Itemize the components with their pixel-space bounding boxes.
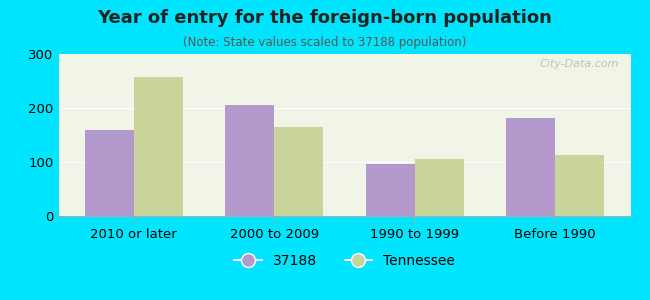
Text: City-Data.com: City-Data.com: [540, 59, 619, 69]
Bar: [134, 77, 183, 216]
Bar: [84, 130, 134, 216]
Bar: [415, 159, 464, 216]
Legend: 37188, Tennessee: 37188, Tennessee: [228, 249, 461, 274]
Bar: [365, 164, 415, 216]
Bar: [225, 105, 274, 216]
Bar: [274, 127, 324, 216]
Text: (Note: State values scaled to 37188 population): (Note: State values scaled to 37188 popu…: [183, 36, 467, 49]
Bar: [506, 118, 555, 216]
Bar: [555, 155, 605, 216]
Text: Year of entry for the foreign-born population: Year of entry for the foreign-born popul…: [98, 9, 552, 27]
